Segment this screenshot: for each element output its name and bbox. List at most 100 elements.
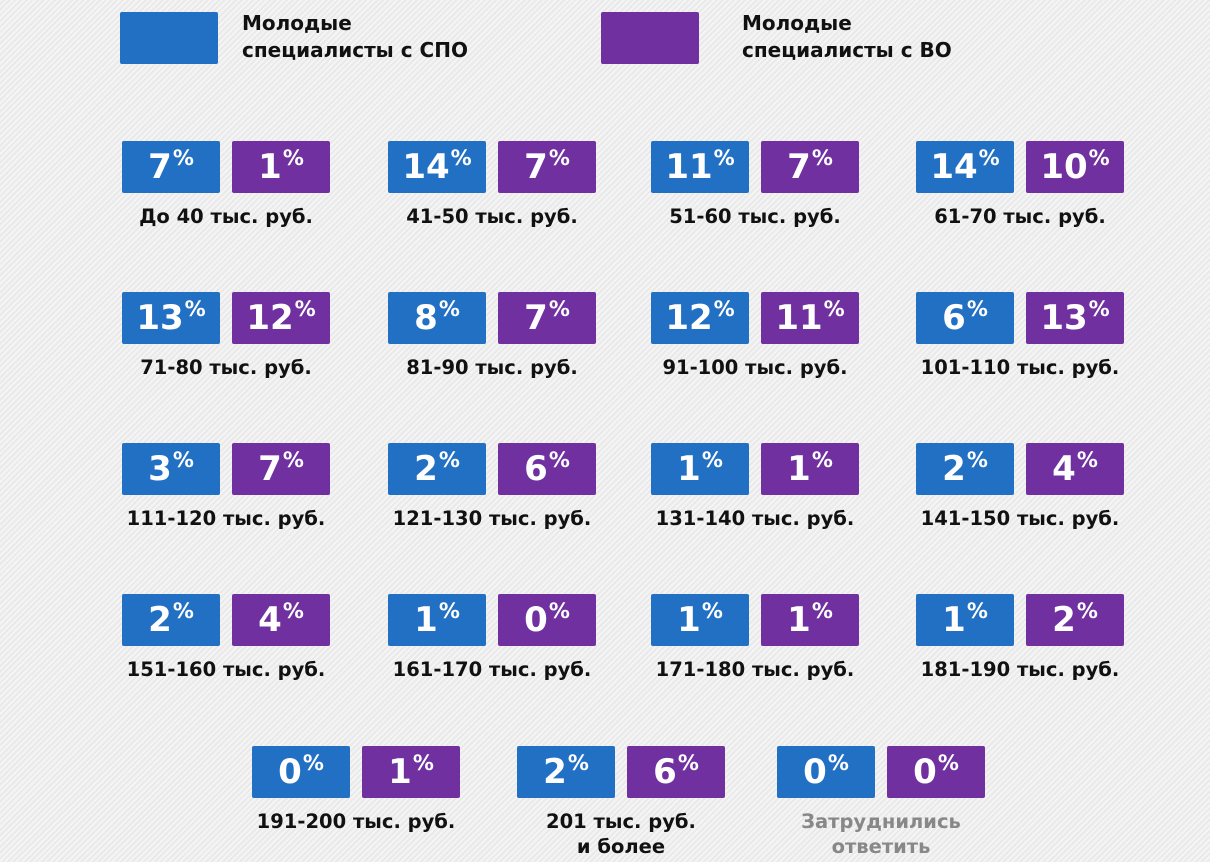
percent-sign: % xyxy=(172,447,194,472)
salary-group: 14% 10% 61-70 тыс. руб. xyxy=(890,141,1150,229)
value-box-spo: 2% xyxy=(916,443,1014,495)
category-label: 151-160 тыс. руб. xyxy=(96,657,356,682)
category-label: 61-70 тыс. руб. xyxy=(890,204,1150,229)
category-label: 201 тыс. руб. и более xyxy=(491,809,751,859)
value-box-vo: 4% xyxy=(1026,443,1124,495)
category-label: 111-120 тыс. руб. xyxy=(96,506,356,531)
value: 14 xyxy=(930,147,978,187)
percent-sign: % xyxy=(438,296,460,321)
value-boxes: 6% 13% xyxy=(890,292,1150,344)
value-box-vo: 12% xyxy=(232,292,330,344)
value: 14 xyxy=(402,147,450,187)
percent-sign: % xyxy=(450,145,472,170)
percent-sign: % xyxy=(438,598,460,623)
value: 7 xyxy=(524,147,548,187)
value: 13 xyxy=(1040,298,1088,338)
percent-sign: % xyxy=(172,145,194,170)
value-box-spo: 12% xyxy=(651,292,749,344)
salary-group: 1% 2% 181-190 тыс. руб. xyxy=(890,594,1150,682)
category-label: 171-180 тыс. руб. xyxy=(625,657,885,682)
value: 2 xyxy=(942,449,966,489)
value: 3 xyxy=(148,449,172,489)
salary-group: 3% 7% 111-120 тыс. руб. xyxy=(96,443,356,531)
category-label-line: ответить xyxy=(831,835,931,858)
salary-group: 2% 6% 121-130 тыс. руб. xyxy=(362,443,622,531)
salary-group: 1% 1% 171-180 тыс. руб. xyxy=(625,594,885,682)
value: 0 xyxy=(278,752,302,792)
value: 7 xyxy=(148,147,172,187)
category-label: 191-200 тыс. руб. xyxy=(226,809,486,834)
salary-group: 1% 0% 161-170 тыс. руб. xyxy=(362,594,622,682)
category-label: 121-130 тыс. руб. xyxy=(362,506,622,531)
category-label-line: 91-100 тыс. руб. xyxy=(662,356,848,379)
category-label: 131-140 тыс. руб. xyxy=(625,506,885,531)
value: 12 xyxy=(246,298,294,338)
value-box-spo: 1% xyxy=(651,594,749,646)
category-label: 71-80 тыс. руб. xyxy=(96,355,356,380)
value-box-vo: 6% xyxy=(498,443,596,495)
value-boxes: 2% 4% xyxy=(96,594,356,646)
percent-sign: % xyxy=(811,145,833,170)
percent-sign: % xyxy=(1088,145,1110,170)
value: 11 xyxy=(775,298,823,338)
category-label: 81-90 тыс. руб. xyxy=(362,355,622,380)
percent-sign: % xyxy=(548,145,570,170)
value-boxes: 12% 11% xyxy=(625,292,885,344)
value-box-spo: 0% xyxy=(777,746,875,798)
value-box-vo: 1% xyxy=(761,443,859,495)
legend-label-line: специалисты с СПО xyxy=(242,38,468,62)
value: 7 xyxy=(258,449,282,489)
value-boxes: 3% 7% xyxy=(96,443,356,495)
category-label-line: 181-190 тыс. руб. xyxy=(920,658,1120,681)
value: 1 xyxy=(787,600,811,640)
category-label: 41-50 тыс. руб. xyxy=(362,204,622,229)
category-label: 181-190 тыс. руб. xyxy=(890,657,1150,682)
legend-label-line: Молодые xyxy=(242,11,352,35)
value-box-spo: 2% xyxy=(517,746,615,798)
value-boxes: 8% 7% xyxy=(362,292,622,344)
category-label-line: 141-150 тыс. руб. xyxy=(920,507,1120,530)
salary-group: 2% 4% 141-150 тыс. руб. xyxy=(890,443,1150,531)
value-boxes: 1% 1% xyxy=(625,594,885,646)
value: 13 xyxy=(136,298,184,338)
percent-sign: % xyxy=(282,598,304,623)
percent-sign: % xyxy=(713,145,735,170)
category-label: До 40 тыс. руб. xyxy=(96,204,356,229)
percent-sign: % xyxy=(438,447,460,472)
value-box-vo: 7% xyxy=(498,292,596,344)
category-label-line: 171-180 тыс. руб. xyxy=(655,658,855,681)
value-box-vo: 13% xyxy=(1026,292,1124,344)
value-box-spo: 0% xyxy=(252,746,350,798)
percent-sign: % xyxy=(677,750,699,775)
percent-sign: % xyxy=(811,598,833,623)
legend-label-line: специалисты с ВО xyxy=(742,38,952,62)
value: 1 xyxy=(258,147,282,187)
value-boxes: 14% 7% xyxy=(362,141,622,193)
percent-sign: % xyxy=(1088,296,1110,321)
category-label-line: 131-140 тыс. руб. xyxy=(655,507,855,530)
percent-sign: % xyxy=(701,598,723,623)
salary-group: 2% 6% 201 тыс. руб. и более xyxy=(491,746,751,859)
legend-label-spo: Молодые специалисты с СПО xyxy=(242,10,468,64)
value: 1 xyxy=(677,600,701,640)
percent-sign: % xyxy=(282,145,304,170)
value-boxes: 14% 10% xyxy=(890,141,1150,193)
value-box-vo: 1% xyxy=(761,594,859,646)
value-boxes: 13% 12% xyxy=(96,292,356,344)
value-box-vo: 10% xyxy=(1026,141,1124,193)
value-box-spo: 2% xyxy=(122,594,220,646)
category-label-line: 61-70 тыс. руб. xyxy=(934,205,1106,228)
value-box-spo: 6% xyxy=(916,292,1014,344)
percent-sign: % xyxy=(966,296,988,321)
category-label-line: 51-60 тыс. руб. xyxy=(669,205,841,228)
percent-sign: % xyxy=(294,296,316,321)
category-label: 161-170 тыс. руб. xyxy=(362,657,622,682)
percent-sign: % xyxy=(282,447,304,472)
value: 0 xyxy=(913,752,937,792)
percent-sign: % xyxy=(966,598,988,623)
value: 2 xyxy=(1052,600,1076,640)
legend-label-line: Молодые xyxy=(742,11,852,35)
value-box-vo: 6% xyxy=(627,746,725,798)
salary-group: 12% 11% 91-100 тыс. руб. xyxy=(625,292,885,380)
value-box-vo: 4% xyxy=(232,594,330,646)
